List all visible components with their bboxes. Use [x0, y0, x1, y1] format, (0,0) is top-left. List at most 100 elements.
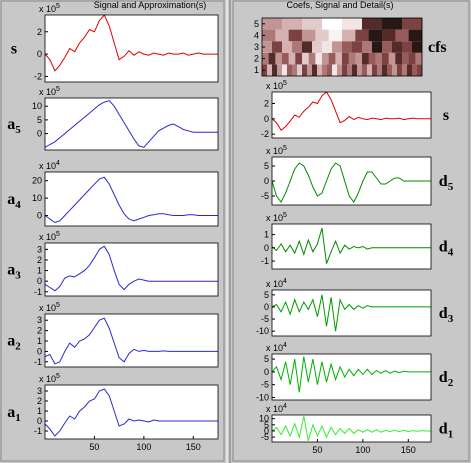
coef-cell	[407, 64, 413, 76]
scale-label: x 105	[39, 86, 60, 97]
coef-cell	[302, 52, 309, 65]
y-tick-label: 0	[264, 302, 269, 312]
scale-label: x 104	[266, 403, 287, 414]
coef-cell	[342, 18, 363, 30]
y-tick-label: -10	[256, 392, 269, 402]
scale-power: 4	[283, 278, 287, 285]
coef-cell	[288, 29, 303, 42]
coef-cell	[302, 29, 316, 42]
y-axis-label: d1	[439, 421, 453, 441]
y-label-main: s	[443, 107, 449, 124]
coef-cell	[292, 64, 298, 76]
y-tick-label: 1	[264, 230, 269, 240]
y-tick-label: 3	[37, 315, 42, 325]
plot-area	[272, 92, 431, 138]
scale-base: x 10	[266, 279, 283, 289]
y-tick-label: 1	[37, 336, 42, 346]
y-tick-label: 3	[254, 42, 259, 52]
y-tick-label: 3	[37, 244, 42, 254]
coef-cell	[287, 64, 293, 76]
scale-power: 5	[283, 212, 287, 219]
coef-cell	[377, 64, 383, 76]
coef-cell	[362, 41, 373, 53]
coef-cell	[288, 52, 296, 65]
signal-line	[271, 416, 431, 441]
y-axis-label: a4	[7, 191, 21, 211]
scale-base: x 10	[266, 343, 283, 353]
coef-cell	[382, 41, 393, 53]
coef-cell	[302, 64, 308, 76]
scale-power: 4	[56, 160, 60, 167]
plot-frame	[44, 171, 219, 227]
plot-frame	[44, 97, 219, 151]
y-axis-label: d2	[439, 369, 454, 389]
coef-cell	[282, 41, 293, 53]
y-tick-label: 1	[37, 406, 42, 416]
scale-power: 5	[56, 302, 60, 309]
coef-cell	[327, 64, 333, 76]
y-tick-label: -2	[34, 71, 42, 81]
scale-label: x 105	[266, 80, 287, 91]
y-label-sub: 3	[448, 313, 454, 325]
y-label-sub: 3	[15, 270, 21, 282]
y-axis-label: a1	[7, 404, 21, 424]
coef-cell	[267, 64, 273, 76]
y-label-sub: 4	[448, 247, 454, 259]
scale-base: x 10	[266, 81, 283, 91]
y-label-main: a	[7, 404, 15, 421]
y-label-main: a	[7, 333, 15, 350]
coef-cell	[342, 64, 348, 76]
y-tick-label: -1	[34, 287, 42, 297]
y-axis-label: a2	[7, 333, 21, 353]
coef-cell	[322, 64, 328, 76]
y-tick-label: 0	[37, 276, 42, 286]
y-tick-label: 2	[37, 396, 42, 406]
coef-cell	[372, 41, 383, 53]
coef-cell	[342, 29, 356, 42]
y-label-main: d	[439, 305, 448, 322]
signal-line	[271, 356, 431, 393]
coef-cell	[315, 52, 323, 65]
coef-cell	[382, 18, 403, 30]
x-tick-label: 150	[186, 442, 201, 452]
y-tick-label: 4	[254, 30, 259, 40]
left-frame	[0, 0, 225, 462]
plot-frame	[271, 353, 432, 401]
y-axis-label: a5	[7, 116, 21, 136]
coef-cell	[307, 64, 313, 76]
coef-cell	[262, 41, 273, 53]
coef-cell	[355, 52, 363, 65]
scale-label: x 105	[39, 3, 60, 14]
coef-cell	[372, 64, 378, 76]
coef-cell	[275, 52, 283, 65]
coef-cell	[382, 52, 389, 65]
y-tick-label: 0	[37, 346, 42, 356]
coef-cell	[262, 52, 269, 65]
y-label-main: cfs	[428, 39, 447, 56]
y-tick-label: 10	[259, 414, 269, 424]
coef-cell	[262, 29, 276, 42]
scale-label: x 104	[266, 342, 287, 353]
coef-cell	[408, 29, 423, 42]
y-tick-label: 0	[37, 416, 42, 426]
y-label-sub: 2	[15, 341, 21, 353]
coef-cell	[402, 18, 423, 30]
plot-area	[45, 385, 218, 439]
y-tick-label: 5	[264, 354, 269, 364]
x-tick-label: 50	[312, 445, 322, 455]
y-label-main: a	[7, 262, 15, 279]
y-tick-label: -5	[261, 191, 269, 201]
coef-cell	[388, 52, 396, 65]
y-label-main: d	[439, 421, 448, 438]
y-tick-label: 0	[264, 243, 269, 253]
scale-base: x 10	[39, 87, 56, 97]
coef-cell	[335, 52, 343, 65]
y-label-sub: 2	[448, 377, 454, 389]
plot-frame	[44, 313, 219, 368]
coef-cell	[272, 64, 278, 76]
coef-cell	[282, 64, 288, 76]
plot-area	[272, 354, 431, 400]
scale-power: 4	[283, 403, 287, 410]
coef-cell	[332, 41, 343, 53]
scale-base: x 10	[266, 146, 283, 156]
